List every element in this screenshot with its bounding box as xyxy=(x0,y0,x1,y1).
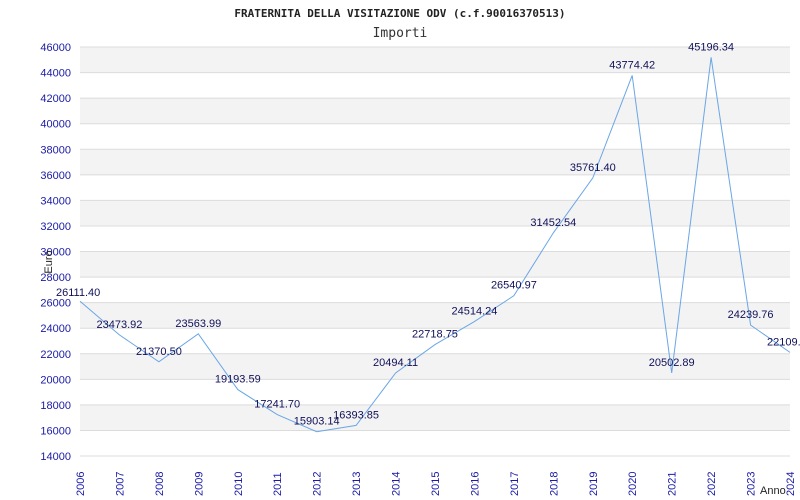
data-label: 22109. xyxy=(767,336,800,348)
series-line xyxy=(79,57,791,433)
x-tick-label: 2011 xyxy=(272,472,284,496)
y-tick-label: 40000 xyxy=(40,119,71,131)
data-label: 43774.42 xyxy=(609,59,655,71)
x-axis-label: Anno xyxy=(760,485,786,497)
y-axis-label: Euro xyxy=(43,250,55,273)
x-axis-ticks: 2006 2007 2008 2009 2010 2011 2012 2013 2014 2015… xyxy=(75,472,797,496)
data-label: 26111.40 xyxy=(56,287,100,299)
grid-band xyxy=(80,353,790,380)
x-tick-label: 2009 xyxy=(193,472,205,496)
y-tick-label: 38000 xyxy=(40,144,71,156)
data-label: 35761.40 xyxy=(570,162,616,174)
data-label: 23473.92 xyxy=(96,319,142,331)
grid-band xyxy=(80,149,790,175)
data-label: 21370.50 xyxy=(136,346,182,358)
data-label: 15903.14 xyxy=(294,416,340,428)
x-tick-label: 2017 xyxy=(509,472,521,496)
data-label: 31452.54 xyxy=(530,217,576,229)
x-tick-label: 2019 xyxy=(588,472,600,496)
y-tick-label: 36000 xyxy=(40,170,71,182)
data-label: 16393.85 xyxy=(333,409,379,421)
grid-band xyxy=(80,47,790,73)
data-label: 20494.11 xyxy=(373,357,418,369)
y-tick-label: 32000 xyxy=(40,221,71,233)
y-tick-label: 18000 xyxy=(40,400,71,412)
x-tick-label: 2022 xyxy=(706,472,718,496)
y-tick-label: 28000 xyxy=(40,272,71,284)
chart-title: FRATERNITA DELLA VISITAZIONE ODV (c.f.90… xyxy=(234,7,565,20)
y-tick-label: 22000 xyxy=(40,349,71,361)
data-label: 22718.75 xyxy=(412,329,458,341)
data-label: 20502.89 xyxy=(649,357,695,369)
y-tick-label: 26000 xyxy=(40,298,71,310)
grid-band xyxy=(80,404,790,431)
y-tick-label: 34000 xyxy=(40,195,71,207)
x-tick-label: 2014 xyxy=(391,472,403,496)
x-tick-label: 2006 xyxy=(75,472,87,496)
grid-bands xyxy=(80,47,790,431)
x-tick-label: 2023 xyxy=(746,472,758,496)
data-label: 24239.76 xyxy=(728,309,774,321)
x-tick-label: 2012 xyxy=(312,472,324,496)
y-tick-label: 42000 xyxy=(40,93,71,105)
x-tick-label: 2021 xyxy=(667,472,679,496)
grid-band xyxy=(80,98,790,124)
y-tick-label: 16000 xyxy=(40,425,71,437)
data-label: 26540.97 xyxy=(491,280,537,292)
x-tick-label: 2020 xyxy=(627,472,639,496)
x-tick-label: 2010 xyxy=(233,472,245,496)
y-tick-label: 44000 xyxy=(40,68,71,80)
grid-band xyxy=(80,200,790,226)
data-label: 17241.70 xyxy=(254,399,300,411)
data-labels: 26111.40 23473.92 21370.50 23563.99 19193.59… xyxy=(56,41,800,427)
y-tick-label: 14000 xyxy=(40,451,71,463)
y-axis-ticks: 14000 16000 18000 20000 22000 24000 26000 28000… xyxy=(40,42,71,463)
x-tick-label: 2018 xyxy=(548,472,560,496)
x-tick-label: 2015 xyxy=(430,472,442,496)
y-tick-label: 46000 xyxy=(40,42,71,54)
grid-band xyxy=(80,302,790,329)
chart-subtitle: Importi xyxy=(373,26,428,41)
data-label: 19193.59 xyxy=(215,374,261,386)
x-tick-label: 2013 xyxy=(351,472,363,496)
data-label: 24514.24 xyxy=(451,306,497,318)
data-label: 45196.34 xyxy=(688,41,734,53)
grid-band xyxy=(80,251,790,278)
series-importi xyxy=(79,57,791,433)
y-tick-label: 20000 xyxy=(40,374,71,386)
x-tick-label: 2024 xyxy=(785,472,797,496)
x-tick-label: 2008 xyxy=(154,472,166,496)
data-label: 23563.99 xyxy=(175,318,221,330)
x-tick-label: 2016 xyxy=(469,472,481,496)
y-tick-label: 24000 xyxy=(40,323,71,335)
y-tick-label: 30000 xyxy=(40,247,71,259)
grid-lines xyxy=(80,46,790,457)
x-tick-label: 2007 xyxy=(114,472,126,496)
